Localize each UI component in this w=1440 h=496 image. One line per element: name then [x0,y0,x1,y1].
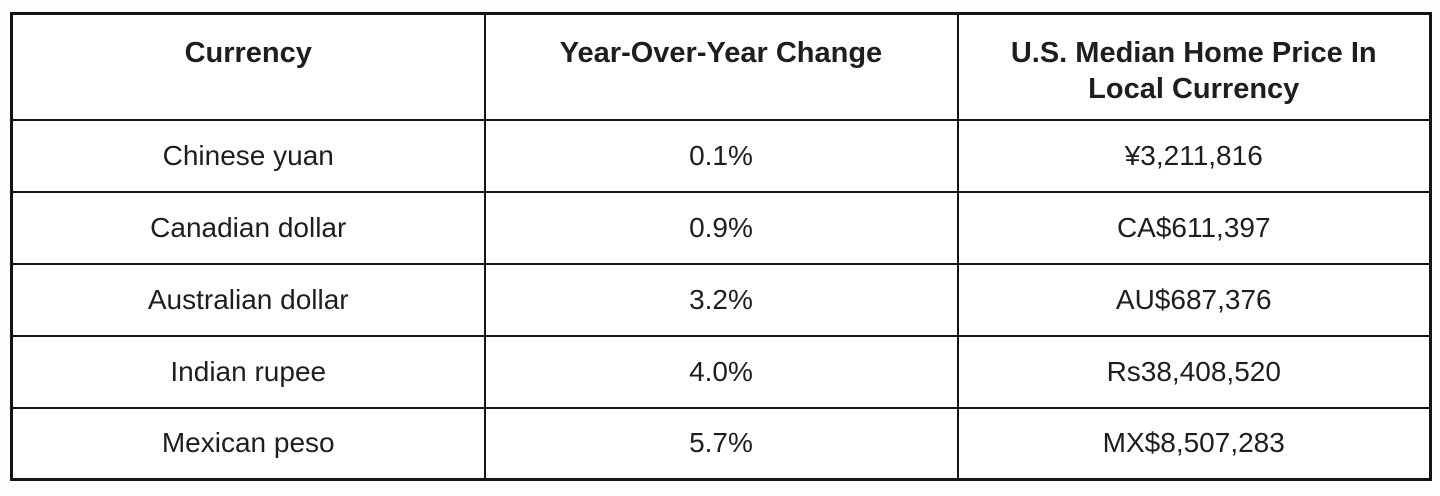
cell-home-price: Rs38,408,520 [956,334,1432,409]
cell-currency: Australian dollar [10,262,486,337]
header-row: Currency Year-Over-Year Change U.S. Medi… [10,12,1432,121]
table-row: Australian dollar 3.2% AU$687,376 [10,262,1432,337]
header-currency: Currency [10,12,486,121]
table-row: Indian rupee 4.0% Rs38,408,520 [10,334,1432,409]
cell-home-price: ¥3,211,816 [956,118,1432,193]
table-row: Canadian dollar 0.9% CA$611,397 [10,190,1432,265]
table-row: Mexican peso 5.7% MX$8,507,283 [10,406,1432,481]
table-body: Chinese yuan 0.1% ¥3,211,816 Canadian do… [10,118,1432,481]
cell-currency: Canadian dollar [10,190,486,265]
cell-home-price: MX$8,507,283 [956,406,1432,481]
cell-yoy-change: 0.9% [483,190,959,265]
cell-yoy-change: 4.0% [483,334,959,409]
table-header: Currency Year-Over-Year Change U.S. Medi… [10,12,1432,121]
header-median-home-price: U.S. Median Home Price In Local Currency [956,12,1432,121]
currency-home-price-table: Currency Year-Over-Year Change U.S. Medi… [10,12,1432,481]
cell-yoy-change: 3.2% [483,262,959,337]
header-yoy-change: Year-Over-Year Change [483,12,959,121]
cell-currency: Chinese yuan [10,118,486,193]
cell-currency: Mexican peso [10,406,486,481]
cell-currency: Indian rupee [10,334,486,409]
table-row: Chinese yuan 0.1% ¥3,211,816 [10,118,1432,193]
cell-yoy-change: 5.7% [483,406,959,481]
currency-home-price-table-container: Currency Year-Over-Year Change U.S. Medi… [10,12,1432,481]
cell-home-price: AU$687,376 [956,262,1432,337]
cell-yoy-change: 0.1% [483,118,959,193]
cell-home-price: CA$611,397 [956,190,1432,265]
